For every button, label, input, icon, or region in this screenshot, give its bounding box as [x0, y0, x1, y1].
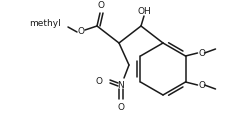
- Text: O: O: [117, 102, 125, 112]
- Text: N: N: [118, 81, 124, 89]
- Text: O: O: [98, 2, 104, 11]
- Text: O: O: [198, 48, 205, 58]
- Text: O: O: [96, 76, 103, 85]
- Text: OH: OH: [137, 8, 151, 16]
- Text: methyl: methyl: [29, 18, 61, 28]
- Text: O: O: [198, 81, 205, 89]
- Text: O: O: [77, 28, 85, 36]
